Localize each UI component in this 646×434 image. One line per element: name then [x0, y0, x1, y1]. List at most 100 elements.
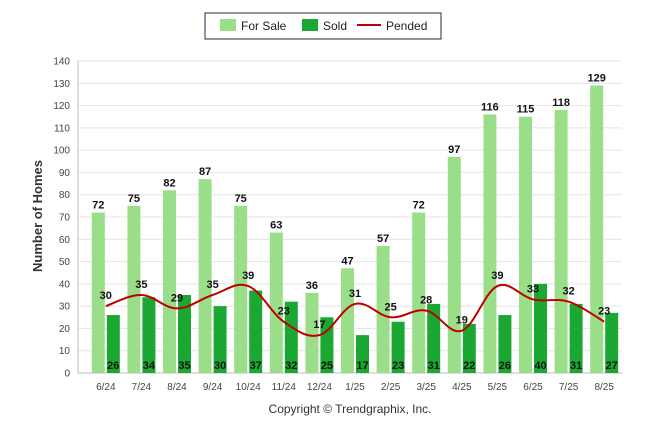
data-label-sold: 30	[214, 360, 226, 372]
data-label-pended: 31	[349, 288, 361, 300]
bar-for-sale	[447, 156, 461, 373]
pended-line	[105, 283, 605, 337]
bar-sold	[106, 315, 120, 373]
data-label-sold: 17	[356, 360, 368, 372]
bar-for-sale	[554, 110, 568, 374]
data-label-pended: 25	[384, 301, 396, 313]
y-tick-label: 130	[53, 79, 70, 90]
legend-swatch-sold	[302, 19, 318, 31]
bar-sold	[320, 317, 334, 373]
bars	[91, 85, 619, 374]
data-label-pended: 35	[135, 279, 147, 291]
y-tick-label: 120	[53, 101, 70, 112]
copyright-text: Copyright © Trendgraphix, Inc.	[269, 402, 432, 416]
data-label-pended: 28	[420, 295, 432, 307]
data-label-sold: 32	[285, 360, 297, 372]
y-tick-label: 20	[59, 324, 71, 335]
bar-sold	[249, 290, 263, 373]
y-tick-label: 110	[54, 123, 70, 134]
bar-for-sale	[341, 268, 354, 373]
bar-for-sale	[234, 205, 248, 373]
data-label-pended: 33	[527, 283, 539, 295]
y-axis-label: Number of Homes	[30, 160, 45, 272]
data-label-pended: 32	[562, 286, 574, 298]
y-tick-label: 10	[59, 346, 71, 357]
data-label-pended: 30	[100, 290, 112, 302]
data-label-sold: 23	[392, 360, 404, 372]
y-tick-label: 100	[53, 146, 70, 157]
x-tick-label: 6/25	[523, 382, 543, 393]
pended-line-group	[105, 283, 605, 337]
bar-for-sale	[269, 232, 283, 373]
data-label-for-sale: 116	[481, 101, 499, 113]
bar-for-sale	[590, 85, 604, 373]
x-axis-ticks: 6/24 7/24 8/24 9/24 10/24 11/24 12/24 1/25 2/25 3…	[96, 382, 614, 393]
data-label-for-sale: 87	[199, 166, 211, 178]
bar-sold	[142, 297, 156, 373]
bar-for-sale	[376, 245, 390, 373]
data-label-sold: 26	[499, 360, 511, 372]
bar-sold	[178, 295, 191, 373]
x-tick-label: 3/25	[416, 382, 436, 393]
bar-for-sale	[127, 205, 141, 373]
data-label-for-sale: 72	[413, 200, 425, 212]
data-label-for-sale: 36	[306, 280, 318, 292]
x-tick-label: 5/25	[488, 382, 508, 393]
x-tick-label: 6/24	[96, 382, 116, 393]
y-tick-label: 40	[59, 279, 71, 290]
legend-box	[204, 12, 442, 40]
bar-for-sale	[519, 116, 532, 373]
bar-for-sale	[198, 179, 212, 373]
data-label-for-sale: 75	[128, 193, 140, 205]
legend: For Sale Sold Pended	[204, 12, 442, 40]
x-tick-label: 1/25	[345, 382, 365, 393]
data-label-sold: 22	[463, 360, 475, 372]
data-labels: 72 26 75 34 82 35 87 30 75 37 63 32 36 25 47 17 57 23 72 31…	[92, 73, 618, 372]
data-label-for-sale: 72	[92, 200, 104, 212]
x-tick-label: 7/25	[559, 382, 579, 393]
y-tick-label: 50	[59, 257, 71, 268]
y-tick-label: 140	[53, 57, 70, 68]
data-label-pended: 39	[491, 270, 503, 282]
x-tick-label: 2/25	[381, 382, 401, 393]
y-tick-label: 0	[64, 369, 70, 380]
legend-label-pended: Pended	[386, 19, 427, 33]
legend-label-for-sale: For Sale	[241, 19, 287, 33]
data-label-for-sale: 115	[517, 104, 535, 116]
bar-for-sale	[91, 212, 105, 373]
data-label-sold: 25	[321, 360, 333, 372]
x-tick-label: 4/25	[452, 382, 472, 393]
x-tick-label: 12/24	[307, 382, 332, 393]
data-label-pended: 19	[456, 315, 468, 327]
bar-for-sale	[163, 190, 176, 373]
data-label-sold: 31	[428, 360, 440, 372]
y-tick-label: 60	[59, 235, 71, 246]
bar-sold	[284, 301, 298, 373]
data-label-sold: 27	[606, 360, 618, 372]
y-tick-label: 70	[59, 213, 71, 224]
data-label-for-sale: 97	[448, 144, 460, 156]
data-label-pended: 39	[242, 270, 254, 282]
y-tick-label: 30	[59, 302, 71, 313]
data-label-pended: 23	[278, 306, 290, 318]
y-tick-label: 90	[59, 168, 71, 179]
data-label-sold: 37	[250, 360, 262, 372]
data-label-pended: 17	[313, 319, 325, 331]
data-label-pended: 35	[206, 279, 218, 291]
x-tick-label: 8/25	[594, 382, 614, 393]
data-label-for-sale: 118	[552, 97, 570, 109]
bar-sold	[213, 306, 227, 373]
bar-sold	[462, 323, 476, 373]
bar-sold	[605, 312, 619, 373]
data-label-for-sale: 63	[270, 220, 282, 232]
data-label-for-sale: 75	[235, 193, 247, 205]
data-label-for-sale: 129	[588, 73, 606, 85]
bar-sold	[534, 283, 547, 373]
x-tick-label: 7/24	[132, 382, 152, 393]
legend-swatch-for-sale	[220, 19, 236, 31]
bar-sold	[569, 303, 583, 373]
bar-for-sale	[483, 114, 497, 373]
bar-for-sale	[305, 292, 319, 373]
data-label-sold: 26	[107, 360, 119, 372]
